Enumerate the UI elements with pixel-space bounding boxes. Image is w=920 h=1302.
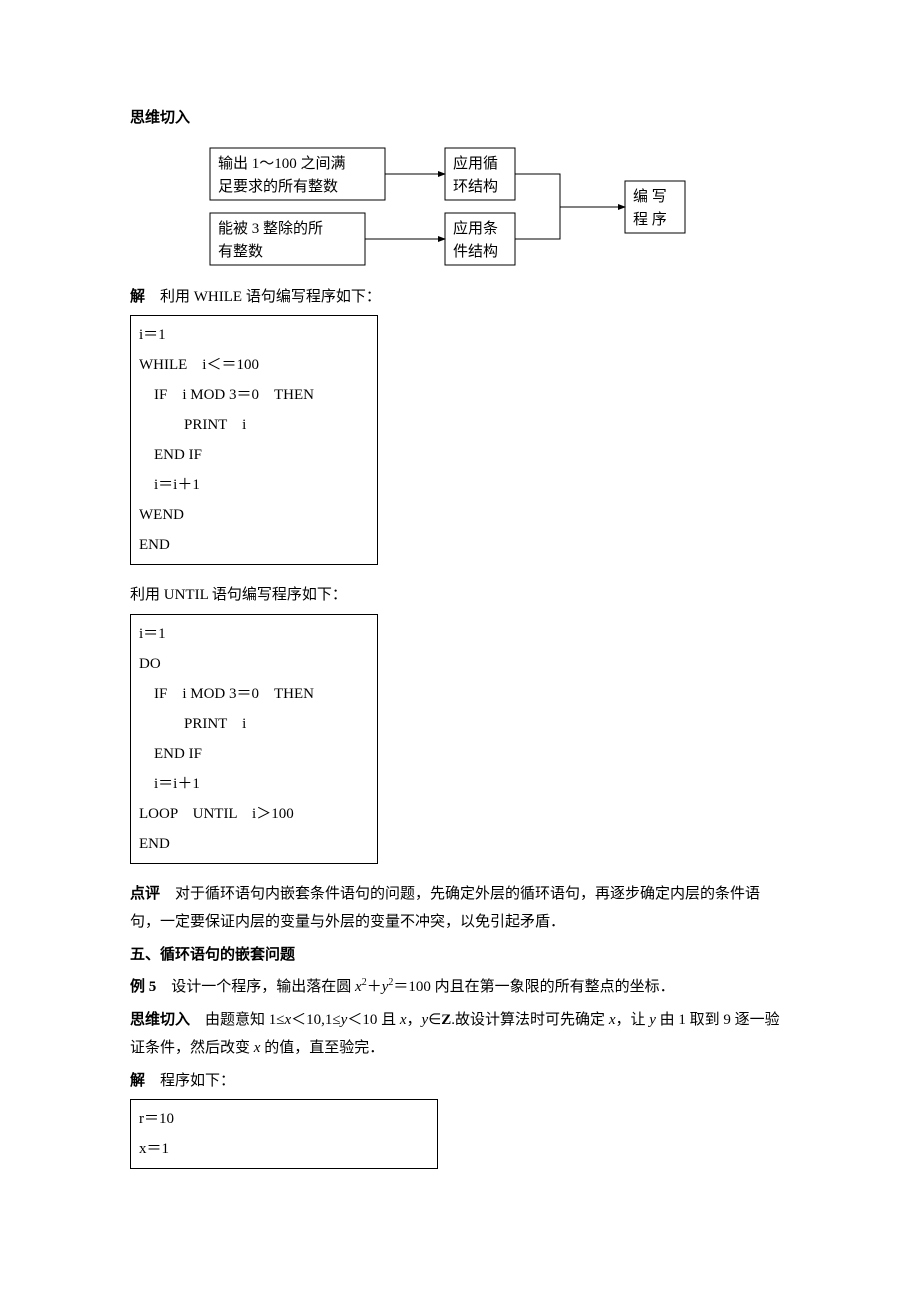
example-label: 例 5	[130, 979, 156, 995]
code-box-1: i＝1 WHILE i＜＝100 IF i MOD 3＝0 THEN PRINT…	[130, 315, 378, 565]
flowchart-diagram: 输出 1～100 之间满 足要求的所有整数 能被 3 整除的所 有整数 应用循 …	[200, 143, 790, 273]
flow-box-4-line2: 件结构	[453, 243, 498, 260]
flow-box-4-line1: 应用条	[453, 219, 498, 237]
tt3: ＜10 且	[347, 1012, 396, 1028]
document-page: 思维切入 输出 1～100 之间满 足要求的所有整数 能被 3 整除的所 有整数…	[0, 0, 920, 1245]
ty3: y	[646, 1012, 660, 1028]
flow-box-2-line1: 能被 3 整除的所	[218, 220, 323, 237]
tx2: x	[396, 1012, 406, 1028]
solution-line-1: 解 利用 WHILE 语句编写程序如下：	[130, 283, 790, 312]
flow-box-5-line2: 程 序	[633, 211, 667, 228]
solution-line-2: 解 程序如下：	[130, 1067, 790, 1096]
solution2-label: 解	[130, 1073, 145, 1089]
var-x: x	[351, 979, 361, 995]
flow-box-5-line1: 编 写	[633, 188, 667, 205]
code-box-3: r＝10 x＝1	[130, 1099, 438, 1169]
review-text: 对于循环语句内嵌套条件语句的问题，先确定外层的循环语句，再逐步确定内层的条件语句…	[130, 886, 760, 931]
example-line: 例 5 设计一个程序，输出落在圆 x2＋y2＝100 内且在第一象限的所有整点的…	[130, 973, 790, 1002]
merge-top	[515, 174, 560, 207]
tt1: 由题意知 1≤	[190, 1012, 284, 1028]
flow-box-3-line1: 应用循	[453, 154, 498, 172]
tt2: ＜10,1≤	[291, 1012, 340, 1028]
example-prefix: 设计一个程序，输出落在圆	[156, 979, 351, 995]
tt4: ∈	[428, 1012, 441, 1028]
section-heading: 思维切入	[130, 104, 790, 133]
tx3: x	[605, 1012, 615, 1028]
review-paragraph: 点评 对于循环语句内嵌套条件语句的问题，先确定外层的循环语句，再逐步确定内层的条…	[130, 880, 790, 937]
tt6: ，让	[615, 1012, 645, 1028]
think-paragraph: 思维切入 由题意知 1≤x＜10,1≤y＜10 且 x，y∈Z.故设计算法时可先…	[130, 1006, 790, 1063]
flow-box-1-line1: 输出 1～100 之间满	[218, 155, 346, 172]
solution2-text: 程序如下：	[145, 1073, 235, 1089]
solution1-text: 利用 WHILE 语句编写程序如下：	[145, 289, 381, 305]
mid-text: 利用 UNTIL 语句编写程序如下：	[130, 581, 790, 610]
flowchart-svg: 输出 1～100 之间满 足要求的所有整数 能被 3 整除的所 有整数 应用循 …	[200, 143, 760, 273]
review-label: 点评	[130, 886, 160, 902]
think-label: 思维切入	[130, 1012, 190, 1028]
tt8: 的值，直至验完．	[264, 1040, 384, 1056]
example-suffix: ＝100 内且在第一象限的所有整点的坐标．	[393, 979, 674, 995]
merge-bottom	[515, 207, 560, 239]
tt5: .故设计算法时可先确定	[451, 1012, 605, 1028]
code-box-2: i＝1 DO IF i MOD 3＝0 THEN PRINT i END IF …	[130, 614, 378, 864]
tZ: Z	[441, 1012, 451, 1028]
tcomma: ，	[407, 1012, 422, 1028]
solution-label: 解	[130, 289, 145, 305]
flow-box-1-line2: 足要求的所有整数	[218, 178, 338, 195]
flow-box-3-line2: 环结构	[453, 178, 498, 195]
flow-box-2-line2: 有整数	[218, 243, 263, 260]
section-heading-2: 五、循环语句的嵌套问题	[130, 941, 790, 970]
tx4: x	[250, 1040, 264, 1056]
plus: ＋	[367, 979, 382, 995]
